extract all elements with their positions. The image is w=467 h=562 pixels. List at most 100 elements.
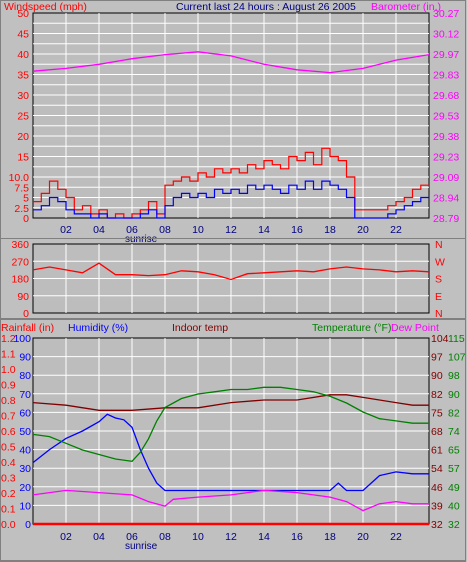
rainfall-tick-label: 0.5	[1, 442, 16, 454]
wind-x-tick-label: 22	[390, 224, 402, 236]
wind-x-tick-label: 14	[258, 224, 270, 236]
temperature-series-line	[32, 386, 429, 462]
windspeed-series-line	[33, 147, 429, 219]
sunrise-label-top: sunrise	[125, 234, 158, 245]
wind-tick-label: 5	[23, 193, 29, 205]
barometer-tick-label: 29.83	[433, 70, 459, 82]
wind-x-tick-label: 04	[93, 224, 105, 236]
temp-x-tick-label: 12	[225, 531, 237, 543]
temperature-tick-label: 90	[448, 389, 460, 401]
humidity-tick-label: 10	[19, 500, 31, 512]
wind-tick-label: 20	[17, 131, 29, 143]
barometer-tick-label: 29.09	[433, 172, 459, 184]
humidity-series-line	[32, 413, 429, 492]
wind-tick-label: 2.5	[14, 203, 29, 215]
barometer-tick-label: 28.79	[433, 213, 459, 225]
wind-left-axis: 02.557.510.0 15 20 25 30 35 40 45 50	[9, 8, 30, 225]
indoor-temp-tick-label: 97	[431, 352, 443, 364]
gust-series-line	[33, 180, 429, 219]
indoor-temp-tick-label: 68	[431, 426, 443, 438]
sunrise-label-bottom: sunrise	[125, 541, 158, 552]
rainfall-tick-label: 1.1	[1, 349, 16, 361]
barometer-right-axis: 28.79 28.94 29.09 29.23 29.38 29.53 29.68 29.83…	[433, 8, 459, 225]
compass-tick-label: S	[435, 274, 442, 286]
temperature-tick-label: 107	[448, 352, 466, 364]
wind-x-axis: 02 04 06 08 10 12 14 16 18 20 22	[60, 224, 402, 236]
indoor-temp-tick-label: 46	[431, 482, 443, 494]
wind-x-tick-label: 12	[225, 224, 237, 236]
humidity-tick-label: 50	[19, 426, 31, 438]
direction-grid	[33, 244, 429, 313]
humidity-tick-label: 30	[19, 463, 31, 475]
humidity-tick-label: 40	[19, 445, 31, 457]
temperature-tick-label: 82	[448, 407, 460, 419]
wind-x-tick-label: 02	[60, 224, 72, 236]
temperature-tick-label: 65	[448, 445, 460, 457]
barometer-tick-label: 29.23	[433, 152, 459, 164]
rainfall-tick-label: 0.6	[1, 426, 16, 438]
temp-x-tick-label: 02	[60, 531, 72, 543]
temp-x-tick-label: 22	[390, 531, 402, 543]
temp-x-tick-label: 10	[192, 531, 204, 543]
barometer-axis-title: Barometer (in.)	[371, 1, 441, 13]
direction-tick-label: 180	[11, 274, 29, 286]
temp-axes: 0.0 0.1 0.2 0.3 0.4 0.5 0.6 0.7 0.8 0.9 1.0 1.1 1.2 0…	[1, 333, 466, 531]
rainfall-tick-label: 0.3	[1, 473, 16, 485]
direction-frame	[0, 238, 466, 319]
rainfall-tick-label: 1.0	[1, 364, 16, 376]
wind-x-tick-label: 16	[291, 224, 303, 236]
humidity-tick-label: 70	[19, 389, 31, 401]
direction-tick-label: 360	[11, 239, 29, 251]
windspeed-axis-title: Windspeed (mph)	[4, 1, 87, 13]
dewpoint-series-line	[32, 489, 429, 512]
direction-tick-label: 90	[17, 291, 29, 303]
barometer-tick-label: 29.38	[433, 131, 459, 143]
barometer-tick-label: 29.97	[433, 49, 459, 61]
rainfall-tick-label: 0.8	[1, 395, 16, 407]
compass-tick-label: W	[435, 256, 445, 268]
rainfall-tick-label: 0.9	[1, 380, 16, 392]
indoor-temp-tick-label: 104	[431, 333, 449, 345]
temp-series	[32, 386, 429, 526]
compass-tick-label: N	[435, 239, 443, 251]
temp-x-axis: 02 04 06 08 10 12 14 16 18 20 22	[60, 531, 402, 543]
wind-tick-label: 45	[17, 29, 29, 41]
barometer-tick-label: 29.68	[433, 90, 459, 102]
wind-tick-label: 15	[17, 152, 29, 164]
indoor-temp-tick-label: 75	[431, 407, 443, 419]
temperature-tick-label: 57	[448, 463, 460, 475]
temp-x-tick-label: 14	[258, 531, 270, 543]
wind-tick-label: 0	[23, 213, 29, 225]
direction-series	[32, 262, 430, 281]
wind-tick-label: 25	[17, 111, 29, 123]
temperature-tick-label: 115	[448, 333, 465, 345]
barometer-series-line	[32, 51, 430, 74]
wind-x-tick-label: 06	[126, 224, 138, 236]
temperature-tick-label: 40	[448, 500, 460, 512]
rainfall-axis-title: Rainfall (in)	[1, 322, 54, 334]
temp-x-tick-label: 20	[357, 531, 369, 543]
temp-x-tick-label: 08	[159, 531, 171, 543]
barometer-tick-label: 30.12	[433, 29, 459, 41]
rainfall-tick-label: 0.7	[1, 411, 16, 423]
temp-grid	[33, 338, 429, 524]
rainfall-tick-label: 1.2	[1, 333, 16, 345]
barometer-tick-label: 30.27	[433, 8, 459, 20]
temperature-frame	[0, 319, 466, 561]
indoor-temp-tick-label: 90	[431, 370, 443, 382]
direction-series-line	[32, 262, 430, 281]
indoor-temp-tick-label: 61	[431, 445, 443, 457]
indoor-temp-title: Indoor temp	[172, 322, 228, 334]
rainfall-tick-label: 0.4	[1, 457, 16, 469]
temp-x-tick-label: 06	[126, 531, 138, 543]
wind-series	[32, 51, 430, 219]
wind-tick-label: 30	[17, 90, 29, 102]
direction-tick-label: 270	[11, 256, 29, 268]
compass-tick-label: E	[435, 291, 442, 303]
temperature-axis-title: Temperature (°F)	[312, 322, 391, 334]
wind-x-tick-label: 10	[192, 224, 204, 236]
indoor-temp-tick-label: 54	[431, 463, 443, 475]
barometer-tick-label: 28.94	[433, 193, 459, 205]
